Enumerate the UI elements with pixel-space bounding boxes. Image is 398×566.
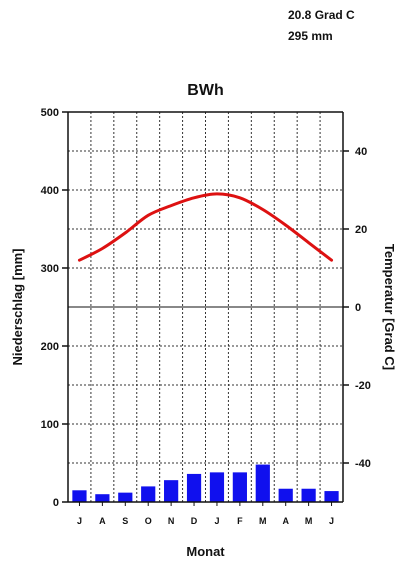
- annual-precipitation: 295 mm: [288, 29, 333, 43]
- left-axis-tick-label: 200: [41, 341, 59, 353]
- month-label: D: [191, 516, 198, 526]
- left-axis-title: Niederschlag [mm]: [10, 248, 25, 365]
- precipitation-bar: [209, 472, 225, 502]
- right-axis-title: Temperatur [Grad C]: [382, 244, 397, 370]
- precipitation-bars: [72, 464, 339, 502]
- month-label: M: [305, 516, 313, 526]
- month-label: M: [259, 516, 267, 526]
- month-label: S: [122, 516, 128, 526]
- axes-layer: [62, 111, 349, 506]
- month-label: A: [99, 516, 106, 526]
- month-label: A: [282, 516, 289, 526]
- month-label: O: [145, 516, 152, 526]
- right-axis-tick-label: -20: [355, 380, 371, 392]
- month-label: J: [77, 516, 82, 526]
- chart-title: BWh: [187, 82, 223, 99]
- precipitation-bar: [164, 480, 179, 502]
- grid-layer: [68, 112, 343, 502]
- left-axis-tick-label: 100: [41, 419, 59, 431]
- right-axis-tick-label: 0: [355, 302, 361, 314]
- month-label: J: [214, 516, 219, 526]
- left-axis-tick-label: 400: [41, 185, 59, 197]
- x-axis-title: Monat: [186, 544, 225, 559]
- precipitation-bar: [141, 486, 156, 502]
- precipitation-bar: [95, 494, 110, 502]
- precipitation-bar: [232, 472, 247, 502]
- mean-temperature: 20.8 Grad C: [288, 8, 355, 22]
- month-label: J: [329, 516, 334, 526]
- left-axis-tick-label: 500: [41, 107, 59, 119]
- right-axis-tick-label: 40: [355, 146, 367, 158]
- labels-layer: 0 100 200 300 400 500 -40 -20 0 20 40 J A S O N D J F M A M J B…: [10, 82, 397, 559]
- right-axis-tick-label: 20: [355, 224, 367, 236]
- precipitation-bar: [301, 488, 316, 502]
- left-axis-tick-label: 0: [53, 497, 59, 509]
- precipitation-bar: [324, 491, 339, 502]
- temperature-line: [77, 192, 334, 262]
- precipitation-bar: [186, 473, 202, 502]
- precipitation-bar: [118, 492, 133, 502]
- month-label: F: [237, 516, 243, 526]
- right-axis-tick-label: -40: [355, 458, 371, 470]
- precipitation-bar: [278, 488, 293, 502]
- month-label: N: [168, 516, 175, 526]
- precipitation-bar: [255, 464, 270, 502]
- temperature-line-layer: [77, 192, 334, 262]
- left-axis-tick-label: 300: [41, 263, 59, 275]
- precipitation-bar: [72, 490, 87, 502]
